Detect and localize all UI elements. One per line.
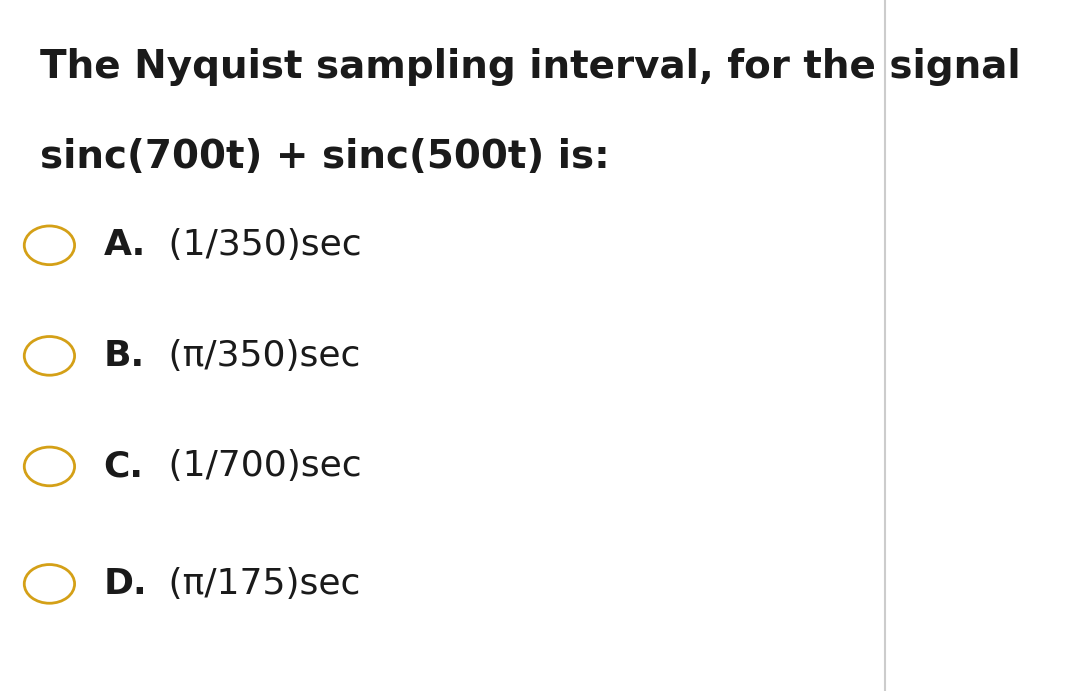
Text: The Nyquist sampling interval, for the signal: The Nyquist sampling interval, for the s… bbox=[40, 48, 1021, 86]
Text: (1/700)sec: (1/700)sec bbox=[158, 449, 362, 484]
Text: D.: D. bbox=[104, 567, 147, 601]
Text: C.: C. bbox=[104, 449, 144, 484]
Text: sinc(700t) + sinc(500t) is:: sinc(700t) + sinc(500t) is: bbox=[40, 138, 610, 176]
Text: (π/350)sec: (π/350)sec bbox=[158, 339, 361, 373]
Text: A.: A. bbox=[104, 228, 146, 263]
Text: (π/175)sec: (π/175)sec bbox=[158, 567, 361, 601]
Text: (1/350)sec: (1/350)sec bbox=[158, 228, 362, 263]
Text: B.: B. bbox=[104, 339, 145, 373]
